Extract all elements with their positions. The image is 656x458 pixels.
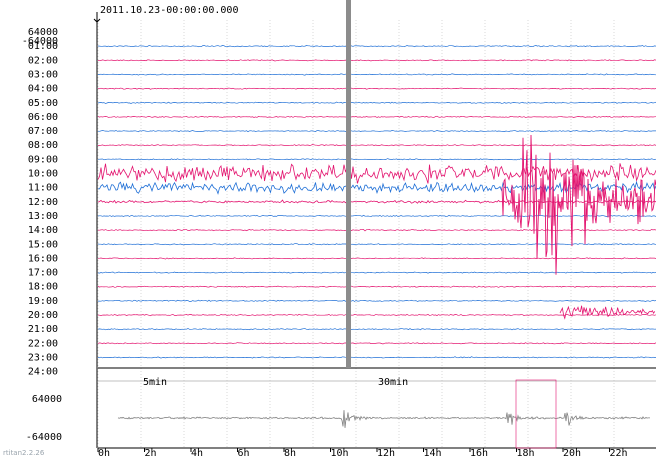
overview-ytick-min: -64000 [26,432,62,443]
grid-layer [93,12,656,452]
overview-marker-5min: 5min [143,377,167,388]
x-tick-label: 20h [563,448,581,458]
helicorder-trace [97,356,656,359]
trace-layer [97,0,656,449]
helicorder-trace [97,45,656,48]
row-label: 13:00 [28,211,58,222]
overview-trace [117,410,650,428]
row-label: 06:00 [28,112,58,123]
row-label: 09:00 [28,154,58,165]
row-label: 05:00 [28,98,58,109]
row-label: 18:00 [28,282,58,293]
top-ylim-max: 64000 [28,27,58,38]
aftershock-coda-trace [559,305,656,320]
row-label: 17:00 [28,268,58,279]
x-tick-label: 18h [517,448,535,458]
helicorder-trace [98,299,656,302]
x-tick-label: 16h [470,448,488,458]
row-label: 24:00 [28,367,58,378]
row-label: 07:00 [28,126,58,137]
main-shock-bar [346,0,351,368]
x-tick-label: 14h [424,448,442,458]
row-label: 21:00 [28,324,58,335]
row-label: 16:00 [28,253,58,264]
helicorder-trace [97,73,656,76]
x-tick-label: 4h [191,448,203,458]
x-tick-label: 8h [284,448,296,458]
x-tick-label: 6h [238,448,250,458]
helicorder-trace [97,101,656,104]
software-watermark: rtitan2.2.26 [3,449,45,457]
row-label: 02:00 [28,55,58,66]
helicorder-trace [97,313,656,317]
helicorder-trace [97,257,656,260]
row-label: 01:00 [28,41,58,52]
row-label: 23:00 [28,352,58,363]
overview-ytick-max: 64000 [32,394,62,405]
overview-marker-30min: 30min [378,377,408,388]
row-label: 12:00 [28,197,58,208]
aftershock-trace [501,134,656,275]
helicorder-trace [97,115,656,118]
row-label: 20:00 [28,310,58,321]
helicorder-trace [97,163,656,184]
helicorder-trace [97,342,656,345]
overview-aftershock-box [515,379,557,449]
x-tick-label: 0h [98,448,110,458]
helicorder-trace [97,87,656,90]
row-label: 15:00 [28,239,58,250]
title-marker-arrow-icon [93,12,101,23]
x-tick-label: 2h [145,448,157,458]
helicorder-trace [97,328,656,331]
row-label: 10:00 [28,169,58,180]
helicorder-trace [97,130,656,133]
top-ylim-min: -64000 [22,36,58,47]
helicorder-trace [97,229,656,232]
x-tick-label: 10h [331,448,349,458]
row-label: 11:00 [28,183,58,194]
helicorder-trace [97,144,656,147]
helicorder-trace [97,285,656,288]
row-label: 03:00 [28,69,58,80]
chart-title: 2011.10.23-00:00:00.000 [100,5,238,16]
helicorder-trace [97,214,656,217]
helicorder-trace [97,158,656,161]
row-label: 04:00 [28,84,58,95]
helicorder-trace [97,243,656,246]
row-label: 14:00 [28,225,58,236]
helicorder-trace [97,59,656,62]
label-layer: 01:00 02:00 03:00 04:00 05:00 06:00 07:00 08:00… [28,41,628,458]
helicorder-trace [97,271,656,274]
row-label: 19:00 [28,296,58,307]
row-label: 08:00 [28,140,58,151]
x-tick-label: 22h [610,448,628,458]
helicorder-trace [98,180,656,195]
x-tick-label: 12h [377,448,395,458]
row-label: 22:00 [28,338,58,349]
